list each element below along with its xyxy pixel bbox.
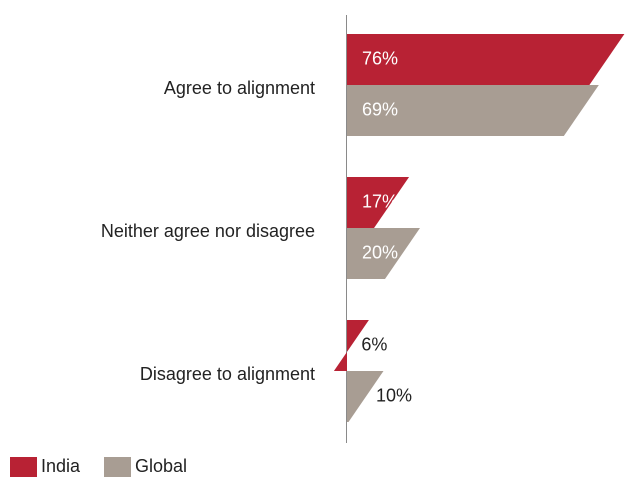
- legend-label-india: India: [41, 456, 81, 476]
- value-label-global-neither-agree-nor-disagree: 20%: [362, 242, 398, 262]
- legend-label-global: Global: [135, 456, 187, 476]
- value-label-global-disagree-to-alignment: 10%: [376, 385, 412, 405]
- value-label-india-neither-agree-nor-disagree: 17%: [362, 191, 398, 211]
- bars: [333, 34, 625, 422]
- legend-swatch-global: [104, 457, 131, 477]
- bar-india-agree-to-alignment: [347, 34, 625, 85]
- legend: India Global: [10, 456, 187, 477]
- bar-global-agree-to-alignment: [347, 85, 599, 136]
- value-labels: 76% 17% 6% 69% 20% 10%: [361, 48, 412, 405]
- category-label-agree-to-alignment: Agree to alignment: [164, 78, 315, 98]
- bar-india-neither-agree-nor-disagree: [347, 177, 410, 228]
- bar-global-neither-agree-nor-disagree: [347, 228, 420, 279]
- bar-india-disagree-to-alignment: [333, 320, 369, 371]
- bar-global-disagree-to-alignment: [347, 371, 384, 422]
- value-label-india-agree-to-alignment: 76%: [362, 48, 398, 68]
- category-labels: Agree to alignment Neither agree nor disa…: [101, 78, 315, 384]
- category-label-neither-agree-nor-disagree: Neither agree nor disagree: [101, 221, 315, 241]
- legend-swatch-india: [10, 457, 37, 477]
- category-label-disagree-to-alignment: Disagree to alignment: [140, 364, 315, 384]
- value-label-india-disagree-to-alignment: 6%: [361, 334, 387, 354]
- value-label-global-agree-to-alignment: 69%: [362, 99, 398, 119]
